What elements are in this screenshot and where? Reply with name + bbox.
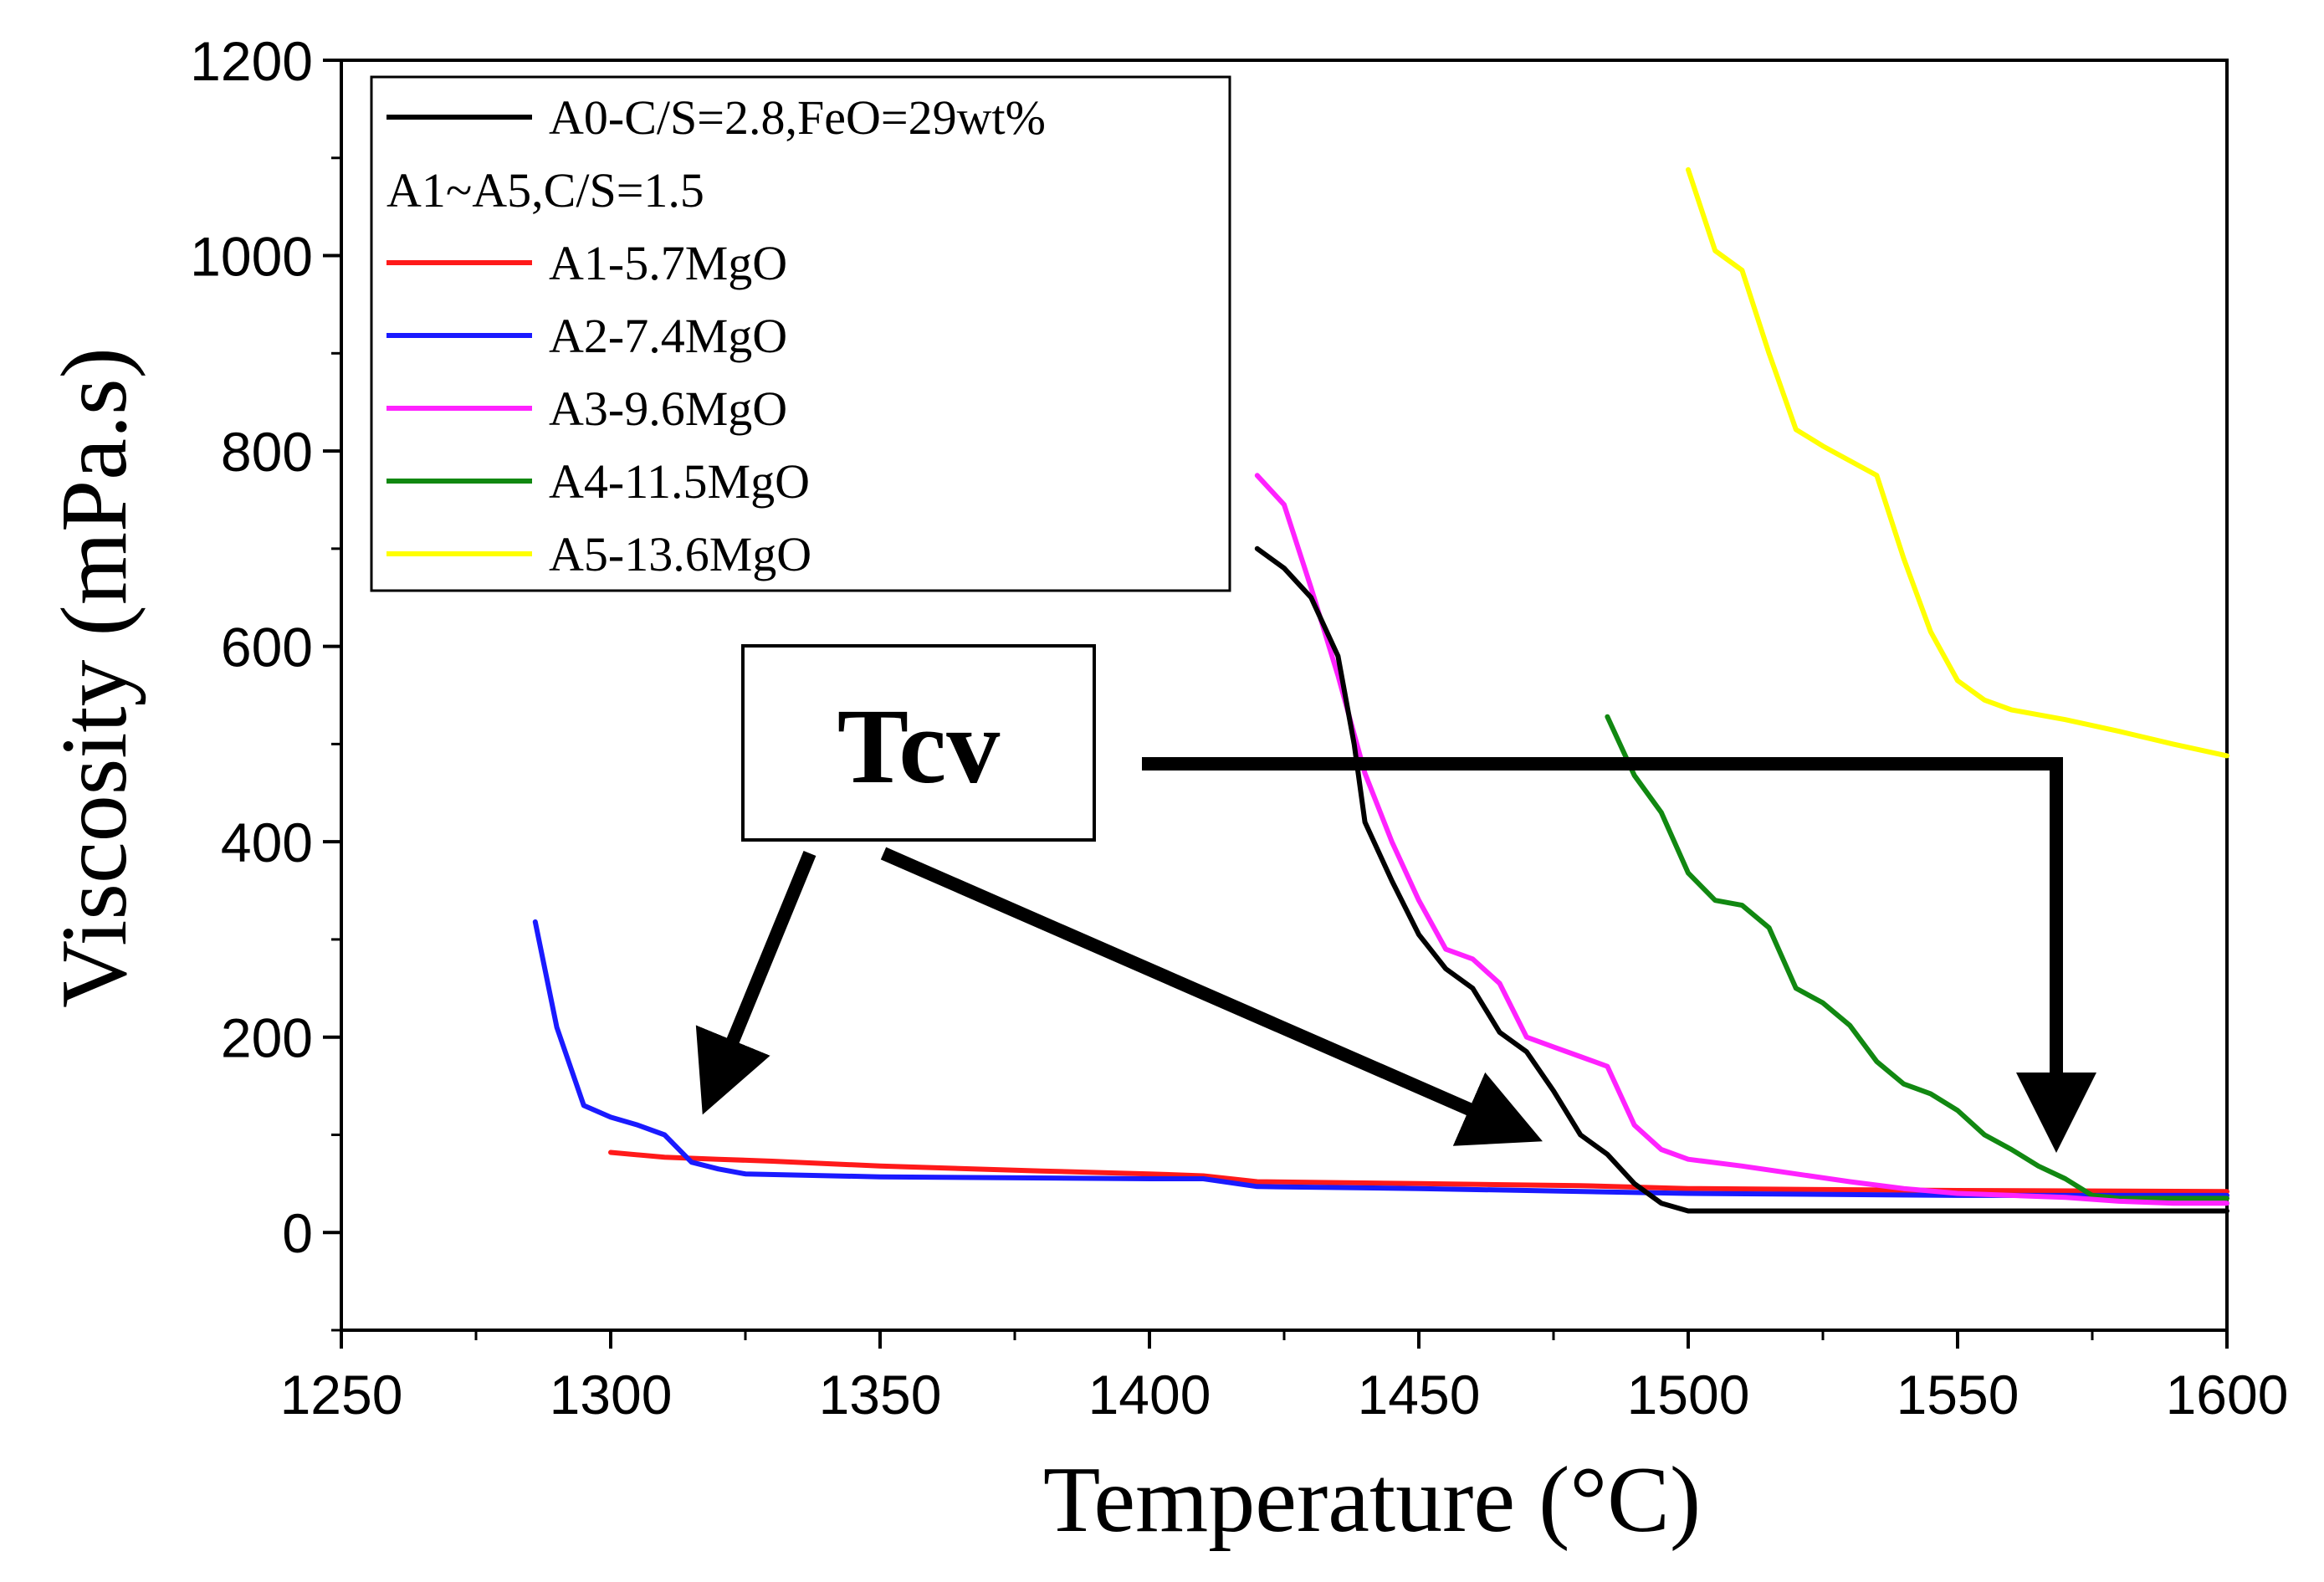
tcv-label: Tcv <box>837 687 1000 806</box>
x-tick-label: 1450 <box>1358 1364 1481 1426</box>
tcv-arrow-left <box>695 850 816 1115</box>
series-line-a4 <box>1605 714 2229 1201</box>
tcv-arrow-right <box>1142 757 2096 1153</box>
x-tick-label: 1350 <box>819 1364 942 1426</box>
legend-note: A1~A5,C/S=1.5 <box>386 163 704 218</box>
x-tick-label: 1550 <box>1897 1364 2019 1426</box>
tcv-box <box>741 644 1096 842</box>
y-tick-label: 600 <box>221 617 313 678</box>
x-axis-title: Temperature (°C) <box>1043 1448 1701 1552</box>
x-tick-label: 1400 <box>1088 1364 1211 1426</box>
y-tick-label: 1200 <box>190 30 313 92</box>
y-axis-ticks: 0 200 400 600 800 1000 1200 <box>190 30 341 1332</box>
y-tick-label: 1000 <box>190 226 313 288</box>
legend-label: A0-C/S=2.8,FeO=29wt% <box>549 90 1046 145</box>
y-axis-title: Viscosity (mPa.s) <box>43 347 146 1008</box>
series-line-a5 <box>1686 166 2229 759</box>
y-tick-label: 0 <box>282 1202 313 1264</box>
tcv-arrow-middle <box>880 847 1543 1146</box>
x-tick-label: 1600 <box>2166 1364 2289 1426</box>
legend-label: A5-13.6MgO <box>549 527 811 581</box>
y-tick-label: 800 <box>221 421 313 483</box>
series-line-a1 <box>608 1149 2229 1195</box>
series-layer <box>532 166 2229 1214</box>
series-line-a0 <box>1254 545 2229 1214</box>
series-line-a2 <box>532 919 2229 1198</box>
y-tick-label: 400 <box>221 811 313 873</box>
legend-entries: A0-C/S=2.8,FeO=29wt% A1~A5,C/S=1.5 A1-5.7M… <box>386 90 1046 581</box>
legend-label: A2-7.4MgO <box>549 309 787 363</box>
y-tick-label: 200 <box>221 1007 313 1069</box>
x-tick-label: 1300 <box>550 1364 673 1426</box>
legend-label: A1-5.7MgO <box>549 236 787 290</box>
x-axis-ticks: 1250 1300 1350 1400 1450 1500 1550 1600 <box>280 1330 2289 1426</box>
series-line-a3 <box>1254 473 2229 1206</box>
tcv-annotation: Tcv <box>695 644 2096 1153</box>
legend-label: A4-11.5MgO <box>549 454 810 509</box>
x-tick-label: 1500 <box>1627 1364 1750 1426</box>
x-tick-label: 1250 <box>280 1364 403 1426</box>
legend-label: A3-9.6MgO <box>549 381 787 436</box>
legend: A0-C/S=2.8,FeO=29wt% A1~A5,C/S=1.5 A1-5.7M… <box>370 75 1231 592</box>
